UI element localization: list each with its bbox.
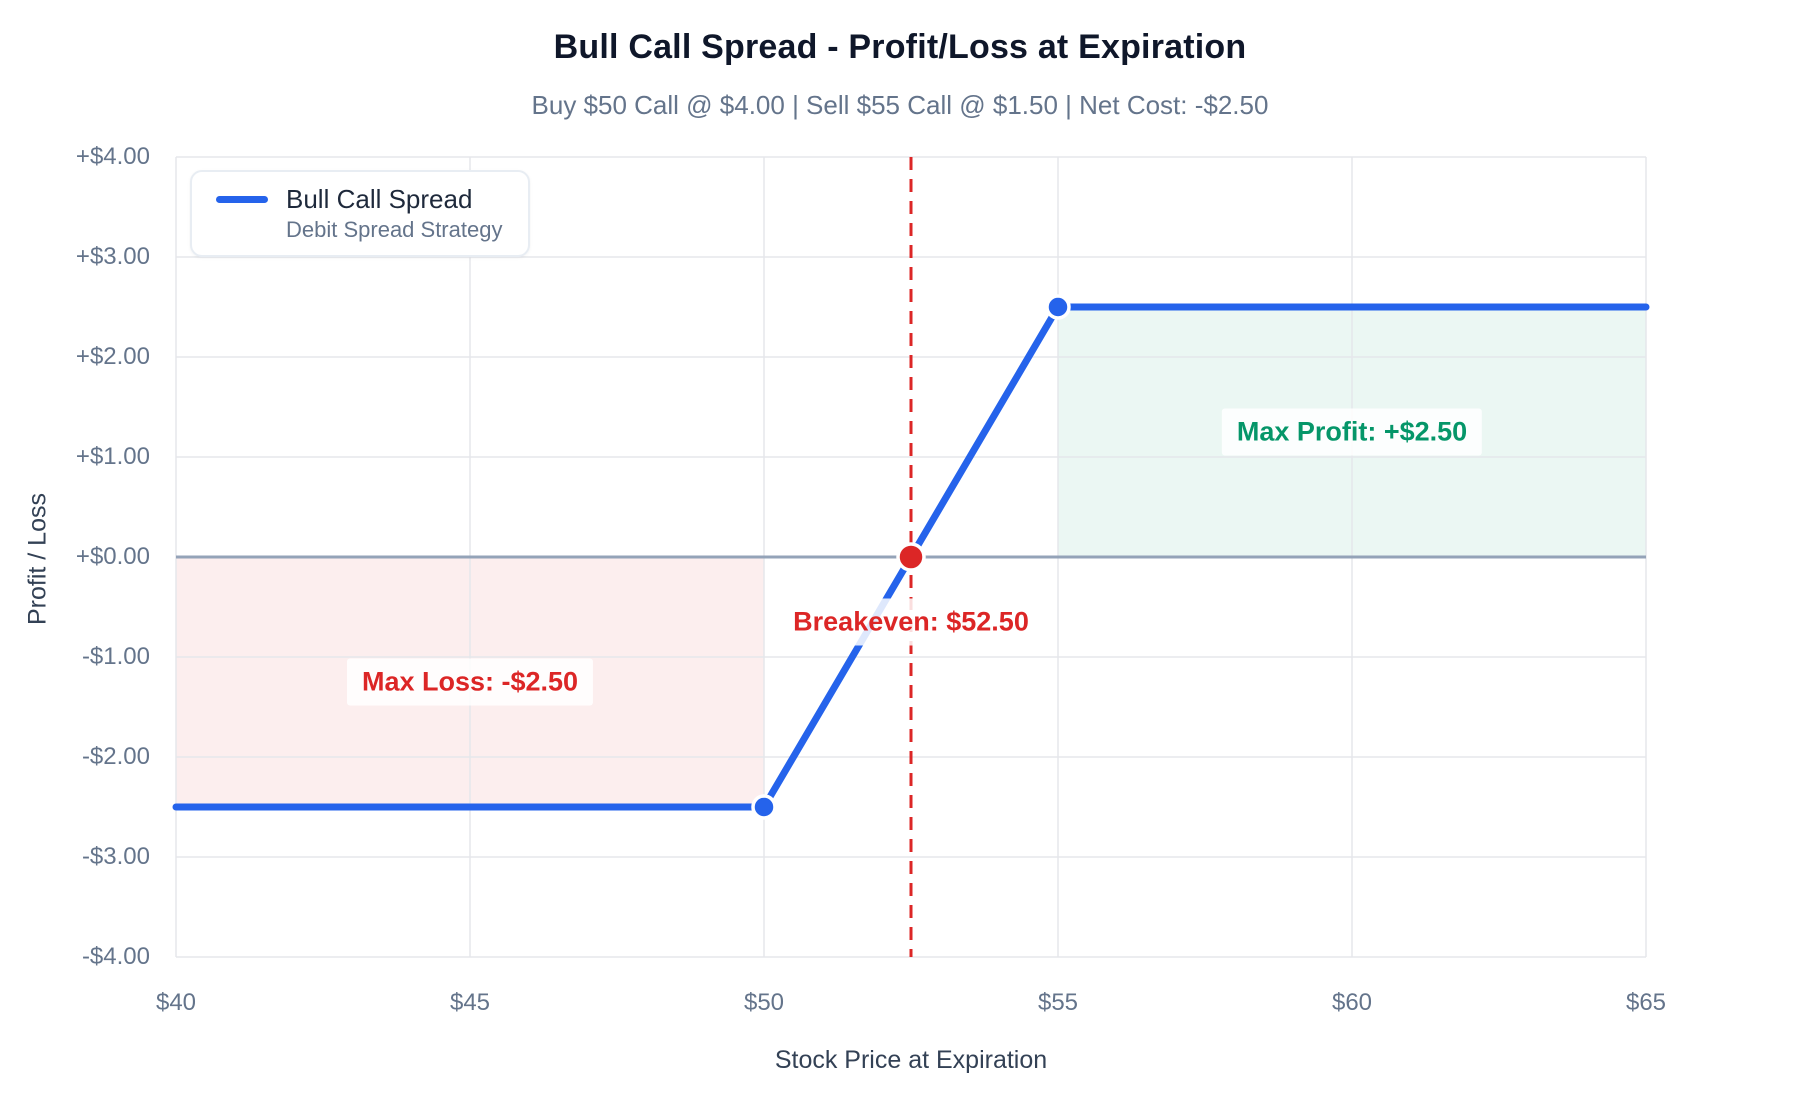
legend-series-description: Debit Spread Strategy [286, 217, 503, 242]
y-axis-title: Profit / Loss [23, 493, 52, 625]
y-tick-label: -$3.00 [81, 843, 150, 870]
x-tick-label: $50 [743, 989, 785, 1016]
legend-series-name: Bull Call Spread [286, 184, 473, 214]
y-tick-label: +$4.00 [75, 143, 150, 170]
y-tick-label: +$1.00 [75, 443, 150, 470]
max-profit-label: Max Profit: +$2.50 [1221, 408, 1483, 456]
breakeven-point [896, 542, 926, 572]
legend-item-bull-call-spread[interactable]: Bull Call Spread Debit Spread Strategy [190, 170, 530, 257]
x-tick-label: $60 [1331, 989, 1373, 1016]
x-tick-label: $55 [1037, 989, 1079, 1016]
max-loss-label: Max Loss: -$2.50 [346, 658, 594, 706]
legend-line-swatch [216, 196, 268, 203]
y-tick-label: +$0.00 [75, 543, 150, 570]
x-tick-label: $65 [1625, 989, 1667, 1016]
chart-title: Bull Call Spread - Profit/Loss at Expira… [553, 28, 1247, 66]
max-profit-kink-point [1045, 294, 1071, 320]
breakeven-label: Breakeven: $52.50 [778, 598, 1044, 646]
y-tick-label: +$3.00 [75, 243, 150, 270]
y-tick-label: +$2.00 [75, 343, 150, 370]
plot-area [172, 156, 1650, 958]
x-tick-label: $45 [449, 989, 491, 1016]
x-axis-title: Stock Price at Expiration [774, 1046, 1048, 1074]
y-tick-label: -$1.00 [81, 643, 150, 670]
x-tick-label: $40 [155, 989, 197, 1016]
y-tick-label: -$2.00 [81, 743, 150, 770]
legend-text: Bull Call Spread Debit Spread Strategy [286, 183, 502, 244]
y-tick-label: -$4.00 [81, 943, 150, 970]
max-loss-kink-point [751, 794, 777, 820]
chart-subtitle: Buy $50 Call @ $4.00 | Sell $55 Call @ $… [531, 90, 1269, 120]
